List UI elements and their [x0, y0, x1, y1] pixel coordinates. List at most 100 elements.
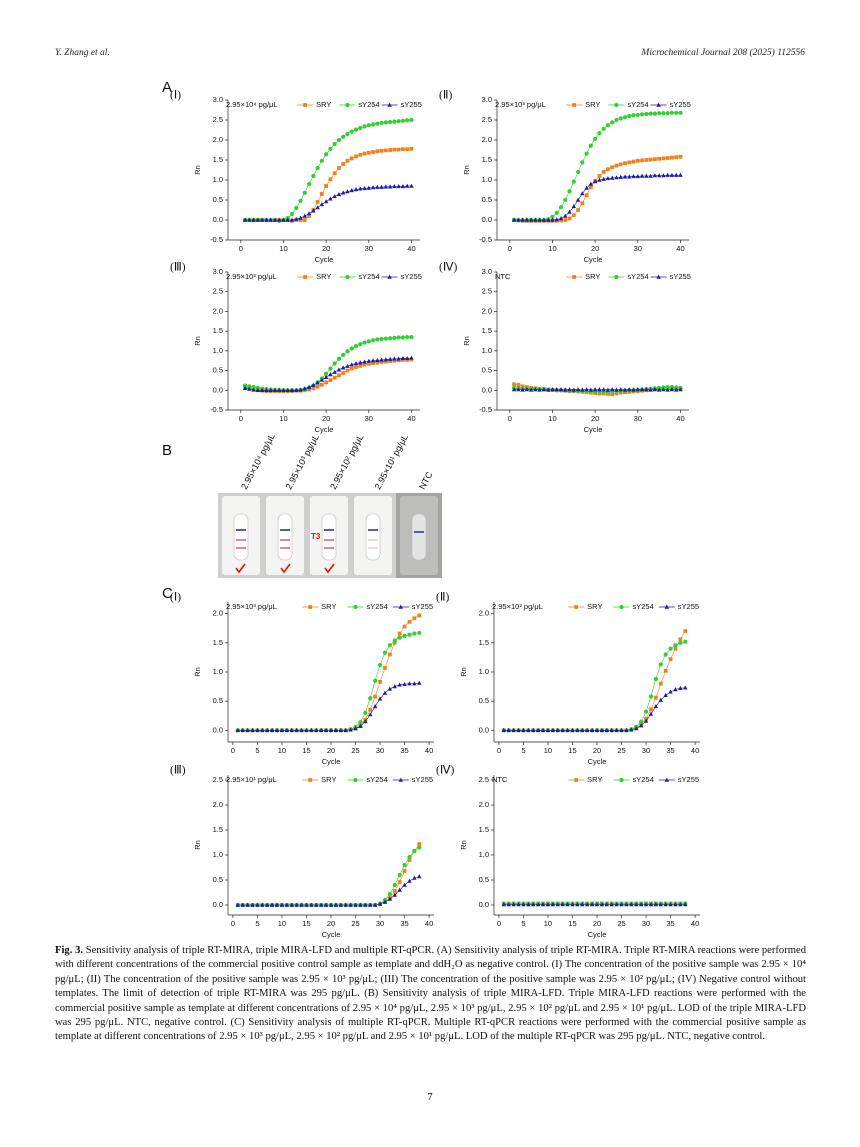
figure-label: B [162, 442, 172, 459]
data-point [678, 640, 683, 645]
data-point [409, 146, 414, 151]
data-point [635, 112, 640, 117]
data-point [624, 902, 629, 907]
data-point [629, 902, 634, 907]
data-point [580, 387, 585, 392]
strip-mark: T3 [311, 532, 321, 541]
x-tick-label: 35 [400, 919, 408, 928]
data-point [337, 166, 341, 170]
data-point [558, 387, 564, 392]
series-line [245, 119, 412, 222]
data-point [618, 116, 623, 121]
y-tick-label: 2.5 [482, 115, 492, 124]
data-point [409, 183, 414, 188]
data-point [618, 162, 623, 167]
data-point [661, 156, 666, 161]
data-point [528, 387, 534, 392]
data-point [407, 878, 412, 883]
data-point [383, 336, 388, 341]
data-point [537, 387, 542, 392]
data-point [397, 635, 402, 640]
data-point [401, 147, 405, 152]
data-point [387, 643, 392, 648]
data-point [332, 141, 337, 147]
x-tick-label: 25 [351, 919, 359, 928]
data-point [309, 727, 314, 733]
legend-marker [572, 275, 577, 279]
data-point [392, 638, 397, 643]
x-tick-label: 0 [239, 244, 243, 253]
data-point [328, 378, 333, 382]
data-point [387, 686, 393, 691]
data-point [648, 111, 653, 116]
data-point [678, 685, 683, 691]
data-point [383, 120, 388, 125]
legend-label: SRY [585, 100, 600, 109]
data-point [251, 217, 256, 222]
data-point [558, 216, 564, 221]
data-point [643, 709, 649, 714]
data-point [588, 185, 593, 190]
x-tick-label: 25 [351, 746, 359, 755]
y-tick-label: 3.0 [482, 267, 492, 276]
y-tick-label: 0.5 [479, 696, 489, 705]
page-number: 7 [427, 1092, 433, 1103]
data-point [345, 131, 350, 137]
data-point [541, 387, 547, 392]
data-point [402, 624, 407, 629]
data-point [366, 185, 371, 190]
data-point [594, 727, 600, 733]
data-point [673, 646, 678, 651]
data-point [516, 387, 521, 392]
x-tick-label: 30 [365, 244, 373, 253]
x-tick-label: 5 [521, 919, 525, 928]
x-tick-label: 20 [591, 244, 599, 253]
panel-numeral: (Ⅰ) [170, 90, 181, 102]
data-point [319, 377, 325, 382]
data-point [622, 387, 628, 392]
data-point [349, 366, 354, 371]
data-point [555, 727, 560, 733]
x-tick-label: 40 [407, 414, 415, 423]
data-point [279, 727, 285, 733]
data-point [363, 710, 368, 715]
data-point [516, 382, 521, 387]
panel-numeral: (Ⅲ) [170, 262, 186, 274]
data-point [255, 902, 260, 907]
legend-label: sY255 [412, 602, 433, 611]
data-point [328, 727, 334, 733]
data-point [665, 172, 670, 177]
legend-marker [664, 604, 669, 609]
data-point [635, 387, 640, 392]
data-point [648, 694, 654, 699]
y-tick-label: 1.0 [482, 175, 492, 184]
data-point [392, 184, 397, 189]
data-point [358, 363, 363, 368]
data-point [341, 162, 346, 166]
y-tick-label: 1.5 [213, 825, 223, 834]
data-point [392, 356, 397, 361]
data-point [306, 384, 312, 389]
data-point [639, 173, 645, 178]
data-point [294, 387, 299, 392]
y-tick-label: 2.5 [482, 287, 492, 296]
data-point [314, 727, 319, 733]
legend-marker [387, 274, 392, 279]
data-point [294, 902, 299, 907]
data-point [268, 387, 273, 392]
x-tick-label: 10 [544, 746, 552, 755]
y-tick-label: 0.5 [479, 875, 489, 884]
data-point [412, 616, 417, 621]
chart-annotation: NTC [495, 272, 511, 281]
y-tick-label: 1.0 [479, 850, 489, 859]
data-point [366, 358, 371, 363]
data-point [397, 887, 402, 892]
data-point [558, 205, 564, 210]
data-point [584, 193, 589, 198]
series-line [244, 359, 412, 392]
legend-marker [572, 103, 577, 107]
data-point [402, 869, 407, 873]
data-point [407, 858, 412, 862]
legend-marker [656, 274, 661, 279]
